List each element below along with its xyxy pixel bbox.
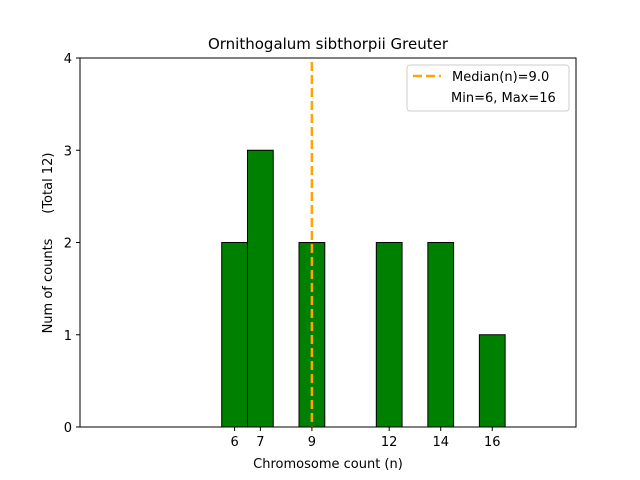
y-tick-label: 2 <box>64 237 72 252</box>
bar-12 <box>375 242 403 428</box>
x-tick-label: 16 <box>484 435 501 450</box>
bar-16 <box>478 334 506 428</box>
bar-14 <box>427 242 455 428</box>
x-tick-label: 9 <box>308 435 316 450</box>
y-tick-label: 0 <box>64 421 72 436</box>
legend-entry-minmax: Min=6, Max=16 <box>451 91 556 106</box>
x-tick-label: 12 <box>381 435 398 450</box>
x-tick-label: 7 <box>256 435 264 450</box>
x-axis-label: Chromosome count (n) <box>253 457 403 472</box>
y-tick-label: 3 <box>64 144 72 159</box>
bar-7 <box>246 149 274 428</box>
legend-entry-median: Median(n)=9.0 <box>452 70 549 85</box>
y-axis-label: Num of counts (Total 12) <box>41 153 56 334</box>
chart-title: Ornithogalum sibthorpii Greuter <box>208 35 449 53</box>
bar-6 <box>221 242 248 428</box>
y-tick-label: 1 <box>64 329 72 344</box>
x-tick-label: 14 <box>432 435 449 450</box>
x-tick-label: 6 <box>230 435 238 450</box>
plot-frame <box>79 57 577 428</box>
y-tick-label: 4 <box>64 52 72 67</box>
legend: Median(n)=9.0 Min=6, Max=16 <box>406 64 570 112</box>
